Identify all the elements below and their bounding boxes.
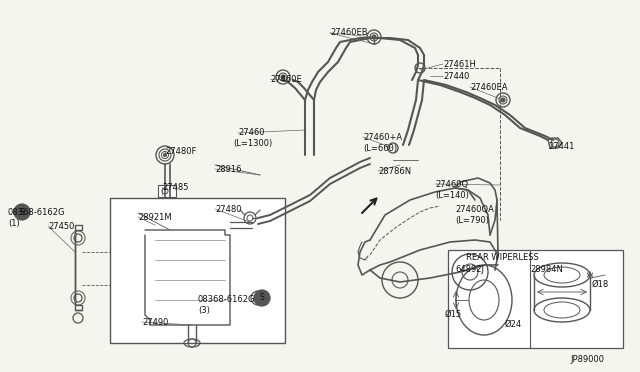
Text: (1): (1) (8, 219, 20, 228)
Text: 27441: 27441 (548, 142, 574, 151)
Text: (L=790): (L=790) (455, 216, 489, 225)
Text: 64892J: 64892J (455, 265, 484, 274)
Text: 27460+A: 27460+A (363, 133, 402, 142)
Bar (158, 185, 176, 197)
Text: S: S (20, 208, 24, 217)
Text: (L=660): (L=660) (363, 144, 397, 153)
Bar (110, 198, 285, 343)
Text: 27460E: 27460E (270, 75, 301, 84)
Text: 28916: 28916 (215, 165, 241, 174)
Text: Ø24: Ø24 (505, 320, 522, 329)
Text: 27460Q: 27460Q (435, 180, 468, 189)
Bar (448, 250, 623, 348)
Text: 27480: 27480 (215, 205, 241, 214)
Text: 27460QA: 27460QA (455, 205, 494, 214)
Text: 27480F: 27480F (165, 147, 196, 156)
Ellipse shape (372, 35, 376, 39)
Text: 27485: 27485 (162, 183, 189, 192)
Text: 27460: 27460 (238, 128, 264, 137)
Ellipse shape (281, 75, 285, 79)
Text: Ø15: Ø15 (445, 310, 462, 319)
Text: (3): (3) (198, 306, 210, 315)
Text: 27490: 27490 (142, 318, 168, 327)
Text: Ø18: Ø18 (592, 280, 609, 289)
Text: 27460EA: 27460EA (470, 83, 508, 92)
Ellipse shape (501, 98, 505, 102)
Text: 27461H: 27461H (443, 60, 476, 69)
Text: 27440: 27440 (443, 72, 469, 81)
Text: 28921M: 28921M (138, 213, 172, 222)
Ellipse shape (163, 154, 166, 157)
Text: 28984N: 28984N (530, 265, 563, 274)
Ellipse shape (14, 204, 30, 220)
Text: REAR WIPERLESS: REAR WIPERLESS (466, 253, 539, 262)
Text: 27460EB: 27460EB (330, 28, 367, 37)
Text: 27450: 27450 (48, 222, 74, 231)
Text: 08368-6162G: 08368-6162G (8, 208, 65, 217)
Text: 28786N: 28786N (378, 167, 411, 176)
Text: S: S (260, 294, 264, 302)
Ellipse shape (254, 290, 270, 306)
Text: 08368-6162G: 08368-6162G (198, 295, 255, 304)
Text: JP89000: JP89000 (570, 355, 604, 364)
Text: (L=140): (L=140) (435, 191, 469, 200)
Text: (L=1300): (L=1300) (233, 139, 272, 148)
